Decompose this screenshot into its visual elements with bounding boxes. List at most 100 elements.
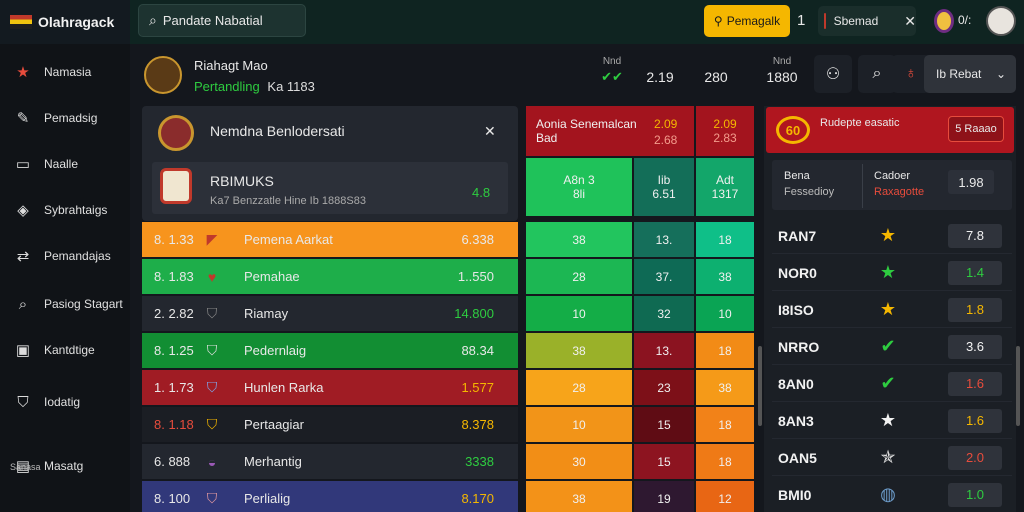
odds-value: 2.09 [713, 117, 737, 131]
market-value[interactable]: 7.8 [948, 223, 1002, 248]
team-name: Pedernlaig [244, 343, 307, 358]
profile-avatar[interactable] [986, 6, 1016, 36]
odds-cell[interactable]: 12 [696, 481, 754, 512]
filter-dropdown[interactable]: Ib Rebat ⌄ [924, 55, 1016, 93]
market-row[interactable]: BMI0 ◍ 1.0 [772, 477, 1012, 512]
odds-cell[interactable]: 38 [696, 259, 754, 294]
odds-value: 2.19 [646, 69, 674, 85]
sidebar-item-7[interactable]: ⛉ Iodatig [0, 382, 130, 422]
right-panel-button[interactable]: 5 Raaao [948, 116, 1004, 142]
shield-icon: ⛉ [206, 416, 218, 432]
team-points: 1..550 [457, 269, 494, 284]
odds-cell[interactable]: 38 [696, 370, 754, 405]
sidebar-item-3[interactable]: ◈ Sybrahtaigs [0, 190, 130, 230]
market-row[interactable]: RAN7 ★ 7.8 [772, 218, 1012, 254]
summary-value[interactable]: 1.98 [948, 170, 994, 194]
market-row[interactable]: 8AN0 ✔ 1.6 [772, 366, 1012, 402]
sidebar-item-1[interactable]: ✎ Pemadsig [0, 98, 130, 138]
search-input[interactable]: ⌕ Pandate Nabatial [138, 4, 306, 37]
odds-cell[interactable]: 10 [696, 296, 754, 331]
sidebar-item-0[interactable]: ★ Namasia [0, 52, 130, 92]
notification-button[interactable]: ♁ [892, 55, 930, 93]
market-value[interactable]: 2.0 [948, 445, 1002, 470]
market-value[interactable]: 3.6 [948, 334, 1002, 359]
odds-box-1[interactable]: Nnd ✔✔ [592, 56, 632, 85]
odds-cell[interactable]: 13. [634, 333, 694, 368]
inner-name: RBIMUKS [210, 173, 274, 189]
link-icon: ⇄ [16, 248, 30, 265]
standings-row[interactable]: 2. 2.82 ⛉ Riamay 14.800 [142, 296, 518, 331]
odds-cell[interactable]: 15 [634, 407, 694, 442]
standings-row[interactable]: 6. 888 ◒ Merhantig 3338 [142, 444, 518, 479]
odds-box-3[interactable]: 280 [696, 56, 736, 85]
user-button[interactable]: ⚇ [814, 55, 852, 93]
odds-cell[interactable]: 28 [526, 259, 632, 294]
user-avatar[interactable] [934, 9, 954, 33]
odds-cell[interactable]: 38 [526, 481, 632, 512]
market-value[interactable]: 1.6 [948, 408, 1002, 433]
standings-row[interactable]: 8. 100 ⛉ Perlialig 8.170 [142, 481, 518, 512]
odds-cell[interactable]: 18 [696, 333, 754, 368]
odds-header-right[interactable]: 2.09 2.83 [696, 106, 754, 156]
odds-header[interactable]: Aonia Senemalcan Bad 2.09 2.68 [526, 106, 694, 156]
promo-button[interactable]: ⚲ Pemagalk [704, 5, 790, 37]
match-inner[interactable] [152, 162, 508, 214]
odds-cell[interactable]: 19 [634, 481, 694, 512]
scrollbar[interactable] [758, 346, 762, 426]
sidebar-item-2[interactable]: ▭ Naalle [0, 144, 130, 184]
close-icon[interactable]: ✕ [904, 12, 916, 29]
app-logo[interactable]: Olahragack [0, 0, 130, 44]
standings-row[interactable]: 8. 1.25 ⛉ Pedernlaig 88.34 [142, 333, 518, 368]
standings-row[interactable]: 8. 1.33 ◤ Pemena Aarkat 6.338 [142, 222, 518, 257]
standings-row[interactable]: 8. 1.18 ⛉ Pertaagiar 8.378 [142, 407, 518, 442]
market-row[interactable]: I8ISO ★ 1.8 [772, 292, 1012, 328]
odds-cell[interactable]: 10 [526, 407, 632, 442]
market-value[interactable]: 1.4 [948, 260, 1002, 285]
market-row[interactable]: 8AN3 ★ 1.6 [772, 403, 1012, 439]
odds-top: Nnd [772, 56, 792, 67]
odds-cell[interactable]: 15 [634, 444, 694, 479]
odds-cell[interactable]: 30 [526, 444, 632, 479]
sidebar-item-4[interactable]: ⇄ Pemandajas [0, 236, 130, 276]
market-value[interactable]: 1.0 [948, 482, 1002, 507]
row-position: 6. 888 [154, 454, 191, 469]
odds-cell[interactable]: 10 [526, 296, 632, 331]
sidebar-item-5[interactable]: ⌕ Pasiog Stagart [0, 284, 130, 324]
close-icon[interactable]: ✕ [484, 123, 496, 139]
odds-cell[interactable]: 28 [526, 370, 632, 405]
standings-row[interactable]: 8. 1.83 ♥ Pemahae 1..550 [142, 259, 518, 294]
bet-badge[interactable]: Sbemad ✕ [818, 6, 916, 36]
odds-cell[interactable]: 18 [696, 407, 754, 442]
odds-cell[interactable]: 38 [526, 222, 632, 257]
inner-sub: Ka7 Benzzatle Hine Ib 1888S83 [210, 195, 366, 207]
standings-row[interactable]: 1. 1.73 ⛉ Hunlen Rarka 1.577 [142, 370, 518, 405]
odds-sub-cell[interactable]: Iib 6.51 [634, 158, 694, 216]
team-name: Perlialig [244, 491, 291, 506]
sidebar-item-8[interactable]: ▤ Masatg [0, 446, 130, 486]
odds-box-4[interactable]: Nnd 1880 [762, 56, 802, 85]
odds-cell[interactable]: 23 [634, 370, 694, 405]
scrollbar[interactable] [1016, 346, 1020, 426]
market-row[interactable]: NOR0 ★ 1.4 [772, 255, 1012, 291]
odds-cell[interactable]: 38 [526, 333, 632, 368]
flag-icon: ◤ [206, 231, 218, 247]
odds-sub-cell[interactable]: A8n 3 8li [526, 158, 632, 216]
odds-cell[interactable]: 13. [634, 222, 694, 257]
odds-label: A8n 3 [563, 173, 595, 187]
odds-header-label: Aonia Senemalcan [536, 117, 637, 131]
market-row[interactable]: OAN5 ✯ 2.0 [772, 440, 1012, 476]
flag-icon [10, 15, 32, 29]
odds-box-2[interactable]: 2.19 [640, 56, 680, 85]
odds-label: Iib [657, 173, 671, 187]
odds-cell[interactable]: 37. [634, 259, 694, 294]
sidebar-item-label: Pemandajas [44, 249, 111, 263]
search-button[interactable]: ⌕ [858, 55, 896, 93]
odds-sub-cell[interactable]: Adt 1317 [696, 158, 754, 216]
odds-cell[interactable]: 18 [696, 444, 754, 479]
odds-cell[interactable]: 32 [634, 296, 694, 331]
market-row[interactable]: NRRO ✔ 3.6 [772, 329, 1012, 365]
sidebar-item-6[interactable]: ▣ Kantdtige [0, 330, 130, 370]
odds-cell[interactable]: 18 [696, 222, 754, 257]
market-value[interactable]: 1.8 [948, 297, 1002, 322]
market-value[interactable]: 1.6 [948, 371, 1002, 396]
